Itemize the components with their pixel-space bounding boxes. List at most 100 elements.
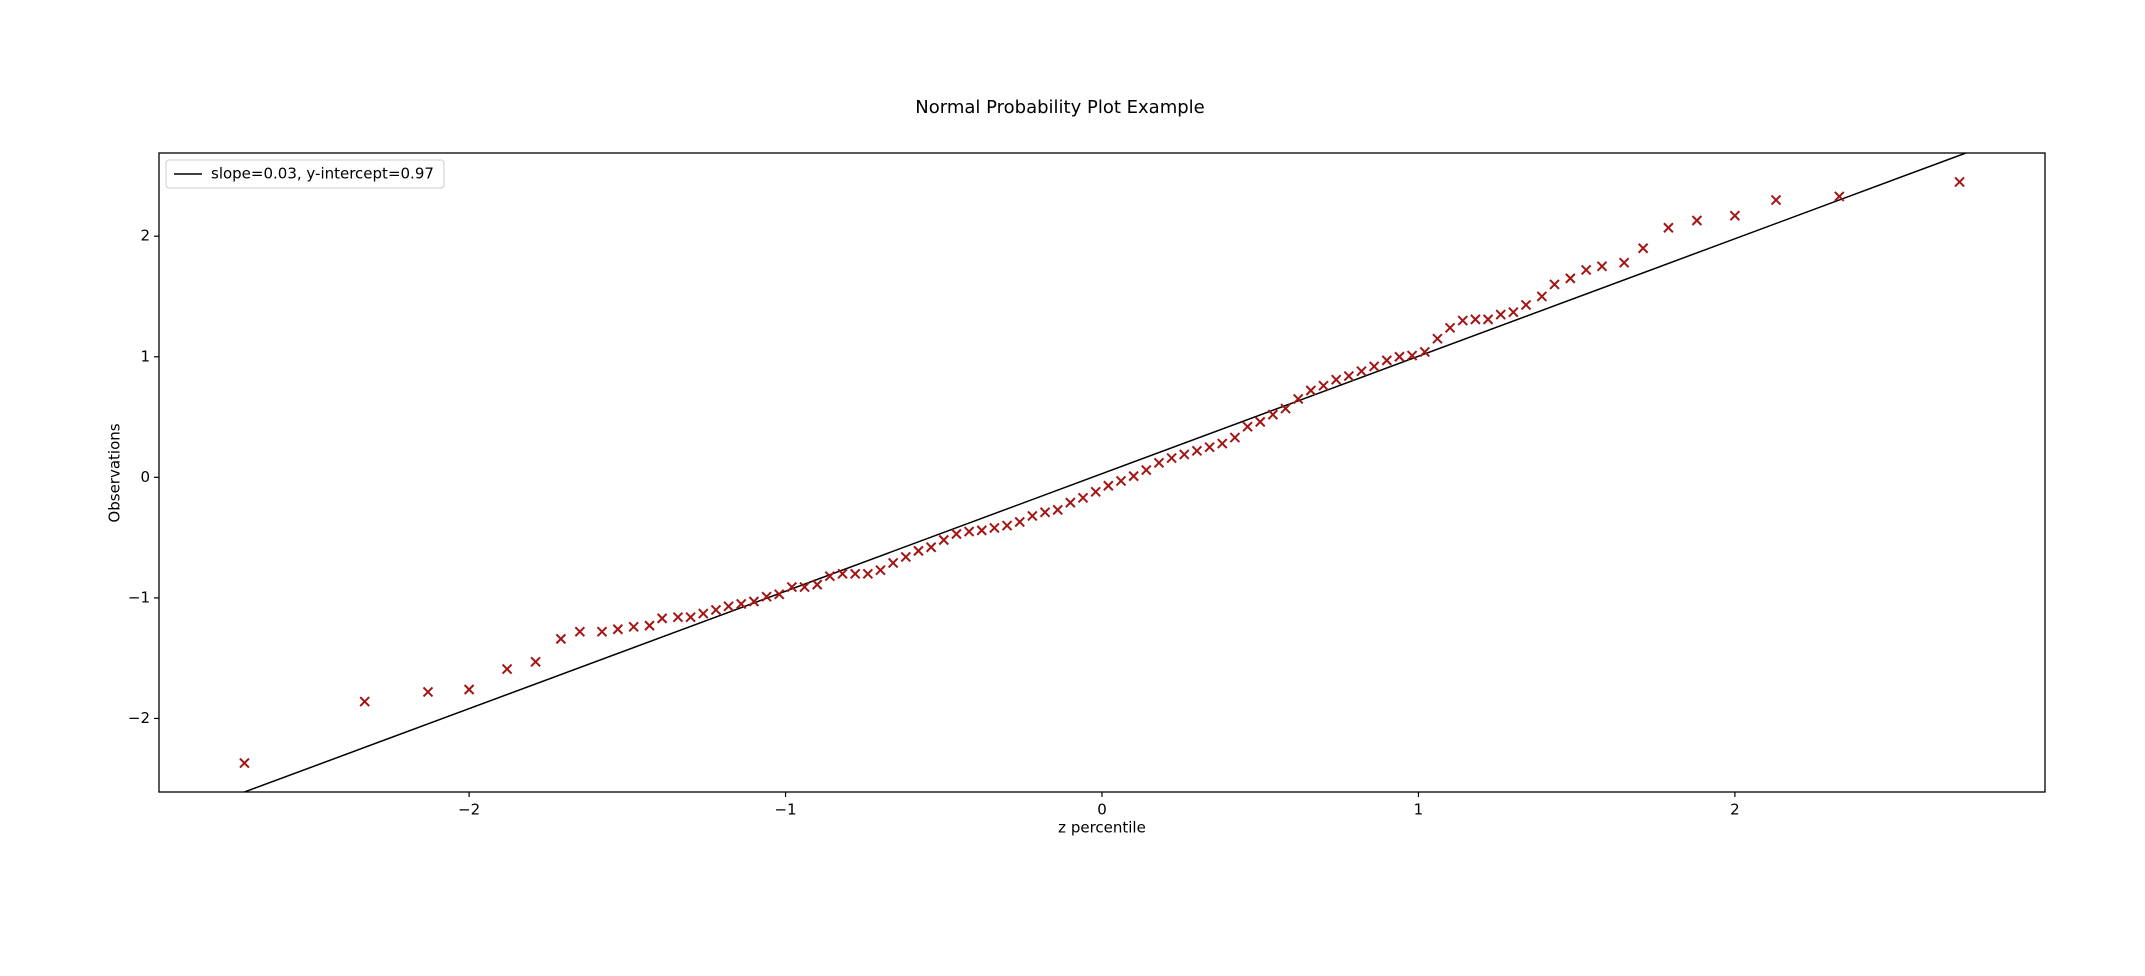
y-tick-label: 2 — [140, 227, 150, 245]
data-point — [1565, 273, 1576, 284]
data-point — [1381, 355, 1393, 366]
data-point — [596, 626, 608, 637]
data-point — [1292, 393, 1304, 405]
data-point — [811, 579, 823, 590]
data-point — [685, 611, 696, 623]
data-point — [1280, 403, 1291, 414]
data-point — [463, 684, 475, 695]
data-point — [1330, 374, 1342, 385]
data-point — [1267, 409, 1279, 420]
data-point — [887, 557, 899, 569]
data-point — [1179, 449, 1190, 460]
data-point — [1444, 322, 1456, 334]
data-point — [1153, 457, 1165, 469]
data-point — [723, 601, 734, 612]
x-tick-label: 2 — [1730, 801, 1740, 819]
data-point — [555, 633, 567, 645]
data-point — [1419, 346, 1430, 358]
data-point — [1954, 176, 1965, 188]
data-point — [849, 568, 861, 579]
data-point — [1103, 480, 1114, 491]
x-tick-label: −1 — [774, 801, 796, 819]
data-point — [644, 620, 655, 631]
data-point — [1305, 385, 1317, 396]
data-point — [989, 522, 1000, 534]
data-point — [824, 570, 836, 582]
data-point — [1457, 315, 1468, 326]
data-point — [1090, 486, 1101, 497]
data-point — [900, 551, 912, 563]
y-tick-label: 0 — [140, 468, 150, 486]
data-point — [1663, 222, 1674, 233]
plot-area — [239, 153, 1967, 792]
data-point — [761, 591, 772, 602]
data-point — [1637, 243, 1649, 254]
data-point — [799, 581, 810, 593]
data-point — [913, 545, 924, 557]
data-point — [1318, 380, 1329, 391]
data-point — [1014, 516, 1025, 528]
data-point — [748, 596, 760, 607]
data-point — [1229, 432, 1241, 443]
data-point — [1039, 507, 1051, 518]
data-point — [1115, 475, 1127, 487]
data-point — [1770, 194, 1782, 206]
data-point — [1217, 438, 1228, 449]
data-point — [359, 696, 370, 707]
data-point — [1549, 279, 1560, 290]
y-tick-label: −2 — [128, 709, 150, 727]
data-point — [1432, 333, 1443, 344]
axes-frame — [158, 152, 2046, 793]
data-point — [1343, 370, 1355, 382]
data-point — [1191, 445, 1203, 457]
data-point — [672, 611, 684, 623]
data-point — [1141, 464, 1152, 476]
y-axis-label: Observations — [106, 423, 124, 522]
data-point — [1166, 452, 1177, 464]
fit-line — [242, 153, 1967, 792]
data-point — [239, 757, 250, 769]
data-point — [698, 608, 709, 619]
legend-box — [165, 159, 445, 189]
data-point — [1596, 261, 1608, 272]
data-point — [963, 526, 975, 537]
data-point — [862, 568, 874, 579]
data-point — [1204, 441, 1215, 453]
data-point — [875, 564, 886, 576]
data-point — [938, 534, 949, 546]
data-point — [1470, 314, 1481, 325]
y-tick-label: −1 — [128, 588, 150, 606]
data-point — [925, 542, 937, 553]
data-point — [1001, 520, 1013, 531]
data-point — [1482, 314, 1494, 325]
data-point — [951, 528, 962, 540]
data-point — [774, 589, 785, 600]
data-point — [628, 621, 639, 633]
data-point — [1691, 215, 1703, 226]
x-tick-label: 0 — [1097, 801, 1107, 819]
data-point — [786, 581, 798, 593]
data-point — [1027, 510, 1038, 522]
data-point — [1128, 470, 1139, 482]
data-point — [1834, 191, 1845, 202]
data-point — [1242, 421, 1253, 432]
data-point — [1495, 309, 1506, 320]
data-point — [1052, 504, 1063, 516]
data-point — [1065, 497, 1076, 508]
data-point — [1520, 299, 1532, 311]
data-point — [736, 598, 747, 610]
data-point — [1406, 350, 1418, 361]
y-tick-label: 1 — [140, 347, 150, 365]
data-point — [1356, 366, 1367, 377]
data-point — [710, 604, 722, 616]
data-point — [574, 626, 586, 637]
data-point — [1729, 210, 1741, 221]
data-point — [1255, 416, 1266, 428]
data-point — [1508, 306, 1519, 318]
data-point — [1580, 264, 1592, 276]
x-tick-label: −2 — [458, 801, 480, 819]
data-point — [1394, 351, 1405, 362]
x-axis-label: z percentile — [1058, 819, 1146, 837]
data-point — [1536, 291, 1548, 302]
